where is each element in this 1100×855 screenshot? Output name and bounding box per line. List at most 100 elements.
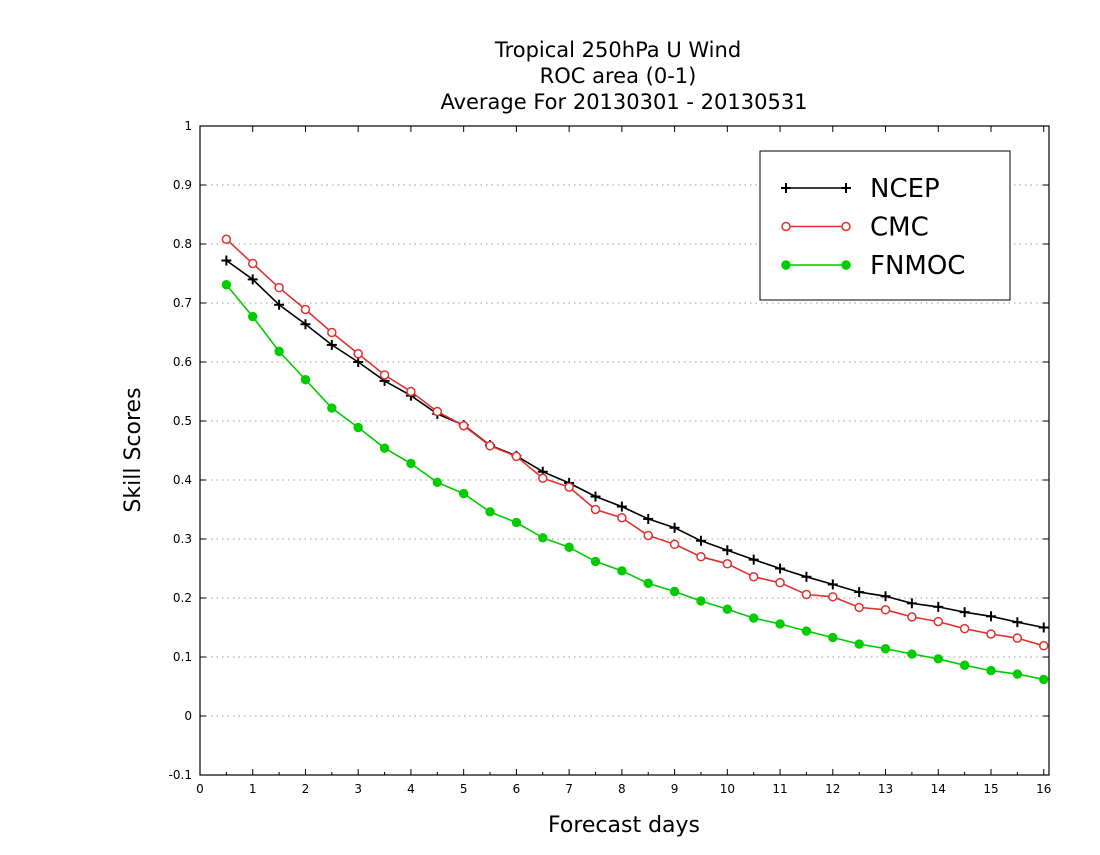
data-point-cmc [1012, 633, 1023, 643]
data-point-fnmoc [538, 533, 548, 543]
data-point-fnmoc [485, 507, 495, 517]
x-tick-label-3: 3 [354, 782, 362, 796]
grid-layer [200, 184, 1049, 717]
legend-marker-fnmoc [781, 260, 791, 270]
data-point-fnmoc [933, 654, 943, 664]
data-point-ncep [906, 598, 917, 609]
data-point-cmc [379, 370, 390, 380]
data-point-cmc [511, 451, 522, 462]
data-point-cmc [274, 282, 284, 293]
data-point-fnmoc [722, 604, 733, 614]
data-point-cmc [828, 592, 838, 602]
legend-marker-ncep [841, 183, 851, 193]
data-point-ncep [300, 319, 311, 330]
data-point-ncep [1038, 622, 1049, 633]
data-point-cmc [907, 612, 917, 622]
data-point-ncep [669, 522, 680, 533]
data-point-ncep [959, 607, 970, 618]
y-tick-label-8: 0.7 [173, 296, 192, 310]
data-point-cmc [933, 616, 944, 627]
legend-item-fnmoc: FNMOC [781, 251, 965, 281]
x-tick-label-10: 10 [720, 782, 735, 796]
legend-marker-fnmoc [841, 260, 851, 270]
data-point-fnmoc [327, 403, 337, 413]
data-point-ncep [880, 591, 891, 602]
data-point-fnmoc [643, 578, 653, 588]
data-point-cmc [722, 559, 733, 569]
series-cmc [221, 234, 1049, 651]
legend: NCEP CMC FNMOC [759, 150, 1011, 301]
legend-item-ncep: NCEP [781, 174, 940, 204]
data-point-cmc [696, 551, 706, 562]
data-point-fnmoc [353, 422, 363, 433]
data-point-fnmoc [907, 649, 917, 659]
y-tick-label-6: 0.5 [173, 414, 192, 428]
data-point-ncep [827, 579, 838, 590]
data-point-fnmoc [801, 626, 812, 636]
x-tick-label-13: 13 [878, 782, 893, 796]
data-point-cmc [406, 386, 416, 397]
data-point-ncep [221, 255, 232, 266]
data-point-cmc [669, 539, 680, 550]
legend-label-ncep: NCEP [870, 174, 940, 204]
y-tick-label-4: 0.3 [173, 532, 192, 546]
legend-label-fnmoc: FNMOC [870, 251, 965, 281]
data-point-fnmoc [669, 586, 680, 597]
x-tick-label-4: 4 [407, 782, 415, 796]
chart-title-line-1: Tropical 250hPa U Wind [494, 38, 741, 62]
legend-box [759, 150, 1011, 301]
data-point-cmc [538, 473, 548, 483]
data-point-cmc [643, 530, 653, 541]
data-point-ncep [247, 274, 258, 285]
chart-title-line-2: ROC area (0-1) [540, 64, 697, 88]
legend-marker-ncep [781, 183, 791, 193]
data-point-cmc [432, 406, 443, 417]
x-tick-label-2: 2 [302, 782, 310, 796]
data-point-cmc [458, 420, 469, 431]
data-point-ncep [775, 563, 786, 574]
data-point-fnmoc [748, 613, 759, 623]
x-tick-label-9: 9 [671, 782, 679, 796]
y-axis-label: Skill Scores [121, 387, 146, 512]
data-point-ncep [590, 491, 601, 502]
data-point-ncep [326, 339, 337, 350]
data-point-ncep [643, 513, 654, 524]
data-point-cmc [748, 572, 759, 582]
data-point-ncep [985, 611, 996, 622]
x-tick-label-0: 0 [196, 782, 204, 796]
data-point-fnmoc [300, 375, 311, 385]
data-point-fnmoc [406, 458, 416, 469]
y-tick-label-9: 0.8 [173, 237, 192, 251]
data-point-cmc [959, 623, 970, 634]
x-tick-label-7: 7 [565, 782, 573, 796]
data-point-cmc [1038, 641, 1049, 651]
series-ncep [221, 255, 1049, 633]
data-point-ncep [748, 554, 759, 565]
data-point-fnmoc [854, 639, 864, 649]
x-tick-label-1: 1 [249, 782, 257, 796]
x-tick-label-11: 11 [772, 782, 787, 796]
legend-marker-cmc [841, 221, 851, 232]
chart-title-group: Tropical 250hPa U Wind ROC area (0-1) Av… [440, 38, 807, 114]
y-tick-label-7: 0.6 [173, 355, 192, 369]
data-point-cmc [617, 513, 627, 523]
data-point-fnmoc [986, 665, 996, 676]
data-point-ncep [353, 357, 364, 367]
y-tick-label-3: 0.2 [173, 591, 192, 605]
data-point-cmc [221, 234, 232, 245]
data-point-ncep [695, 535, 706, 546]
legend-items: NCEP CMC FNMOC [781, 174, 965, 281]
x-tick-label-8: 8 [618, 782, 626, 796]
y-tick-label-1: 0 [184, 709, 192, 723]
data-point-fnmoc [1039, 674, 1049, 685]
x-tick-label-5: 5 [460, 782, 468, 796]
legend-label-cmc: CMC [870, 213, 929, 243]
x-tick-label-14: 14 [931, 782, 946, 796]
data-point-fnmoc [248, 311, 258, 322]
data-point-cmc [564, 482, 574, 492]
series-line-ncep [225, 259, 1044, 629]
data-point-fnmoc [511, 517, 522, 528]
data-point-ncep [801, 571, 812, 582]
